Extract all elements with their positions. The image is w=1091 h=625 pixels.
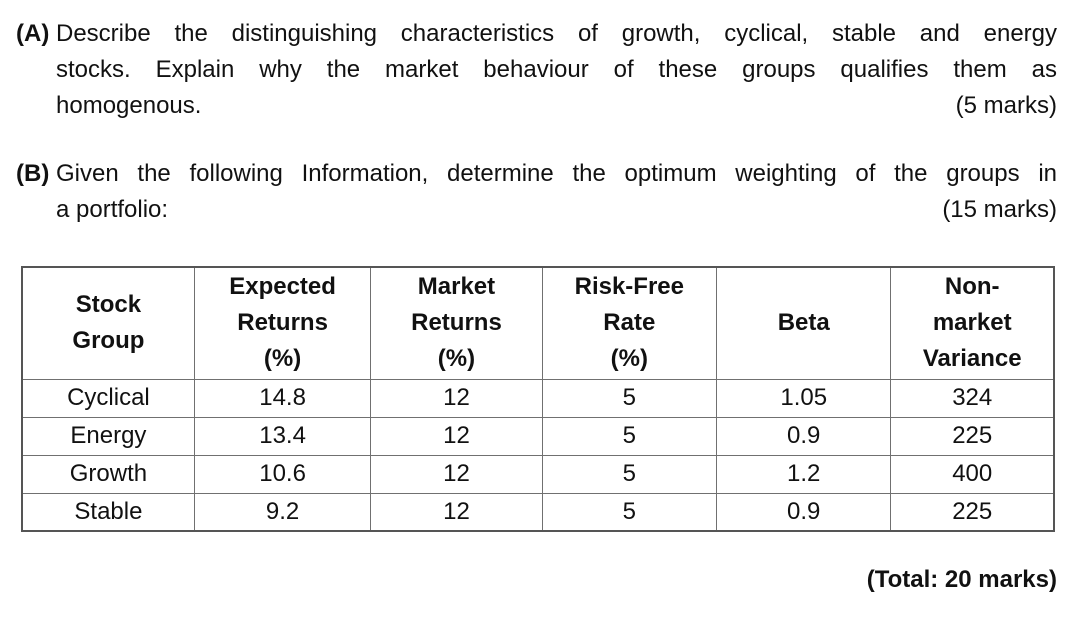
cell-beta: 1.05 <box>716 378 892 418</box>
question-b-line-1: Given the following Information, determi… <box>56 160 1057 187</box>
question-a-marks: (5 marks) <box>955 92 1057 119</box>
question-b: (B) Given the following Information, det… <box>16 156 1057 228</box>
table-row-energy: Energy 13.4 12 5 0.9 225 <box>21 416 1055 456</box>
header-line: (%) <box>610 345 648 373</box>
question-b-body: Given the following Information, determi… <box>56 156 1057 228</box>
header-line: Beta <box>777 309 830 337</box>
cell-non-market-variance: 400 <box>890 454 1055 494</box>
question-b-line-2: a portfolio: (15 marks) <box>56 192 1057 228</box>
question-a-body: Describe the distinguishing characterist… <box>56 16 1057 124</box>
table-row-growth: Growth 10.6 12 5 1.2 400 <box>21 454 1055 494</box>
cell-market-returns: 12 <box>370 454 543 494</box>
header-line: Risk-Free <box>574 273 684 301</box>
header-line: Group <box>72 327 145 355</box>
question-a-line-1: Describe the distinguishing characterist… <box>56 20 1057 47</box>
table-row-stable: Stable 9.2 12 5 0.9 225 <box>21 492 1055 532</box>
cell-risk-free-rate: 5 <box>541 492 718 532</box>
cell-expected-returns: 9.2 <box>193 492 372 532</box>
cell-risk-free-rate: 5 <box>541 454 718 494</box>
header-market-returns: Market Returns (%) <box>370 266 543 380</box>
header-stock-group: Stock Group <box>21 266 195 380</box>
cell-non-market-variance: 225 <box>890 416 1055 456</box>
question-b-line-2-text: a portfolio: <box>56 196 169 223</box>
stock-group-table: Stock Group Expected Returns (%) Market … <box>21 266 1055 532</box>
cell-beta: 1.2 <box>716 454 892 494</box>
header-line: market <box>932 309 1012 337</box>
header-line: Returns <box>237 309 328 337</box>
table-header-row: Stock Group Expected Returns (%) Market … <box>21 266 1055 380</box>
cell-market-returns: 12 <box>370 416 543 456</box>
question-a-line-3-text: homogenous. <box>56 92 202 119</box>
question-a-label: (A) <box>16 20 50 47</box>
cell-risk-free-rate: 5 <box>541 378 718 418</box>
cell-non-market-variance: 225 <box>890 492 1055 532</box>
question-b-marks: (15 marks) <box>942 196 1057 223</box>
cell-market-returns: 12 <box>370 492 543 532</box>
header-expected-returns: Expected Returns (%) <box>193 266 372 380</box>
cell-group: Stable <box>21 492 195 532</box>
question-b-label: (B) <box>16 160 50 187</box>
question-a-line-2: stocks. Explain why the market behaviour… <box>56 56 1057 83</box>
header-risk-free-rate: Risk-Free Rate (%) <box>541 266 718 380</box>
question-a-line-3: homogenous. (5 marks) <box>56 88 1057 124</box>
cell-expected-returns: 13.4 <box>193 416 372 456</box>
table-row-cyclical: Cyclical 14.8 12 5 1.05 324 <box>21 378 1055 418</box>
cell-expected-returns: 14.8 <box>193 378 372 418</box>
cell-beta: 0.9 <box>716 492 892 532</box>
header-line: Returns <box>411 309 502 337</box>
header-line: Stock <box>75 291 142 319</box>
cell-market-returns: 12 <box>370 378 543 418</box>
header-line: Non- <box>944 273 1000 301</box>
cell-expected-returns: 10.6 <box>193 454 372 494</box>
cell-non-market-variance: 324 <box>890 378 1055 418</box>
header-beta: Beta <box>716 266 892 380</box>
question-a: (A) Describe the distinguishing characte… <box>16 16 1057 124</box>
total-marks: (Total: 20 marks) <box>866 566 1057 593</box>
cell-group: Energy <box>21 416 195 456</box>
cell-beta: 0.9 <box>716 416 892 456</box>
header-line: (%) <box>263 345 302 373</box>
cell-group: Growth <box>21 454 195 494</box>
header-line: Rate <box>603 309 656 337</box>
header-line: Market <box>417 273 496 301</box>
cell-risk-free-rate: 5 <box>541 416 718 456</box>
cell-group: Cyclical <box>21 378 195 418</box>
header-line: (%) <box>437 345 476 373</box>
header-line: Expected <box>229 273 336 301</box>
header-non-market-variance: Non- market Variance <box>890 266 1055 380</box>
header-line: Variance <box>922 345 1022 373</box>
